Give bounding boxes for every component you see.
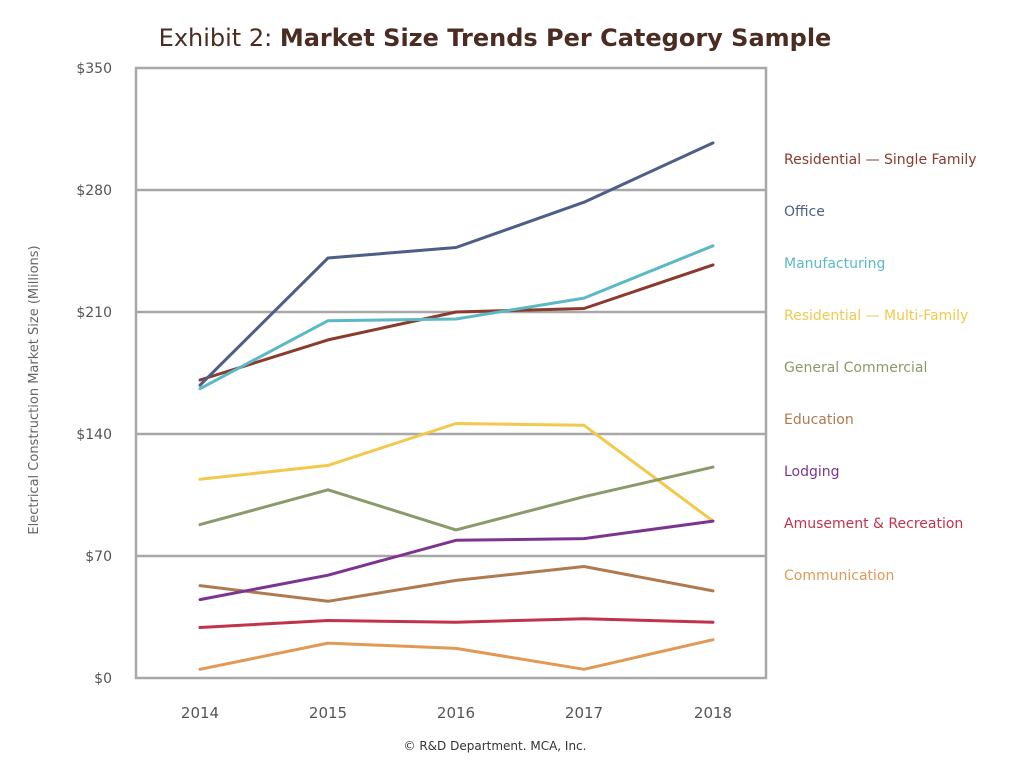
chart-title-prefix: Exhibit 2:	[159, 24, 280, 52]
legend-entry: Residential — Single Family	[784, 152, 977, 168]
y-axis-label: Electrical Construction Market Size (Mil…	[27, 245, 42, 534]
chart-title-main: Market Size Trends Per Category Sample	[280, 24, 832, 52]
y-tick-label: $0	[94, 671, 112, 687]
chart-title: Exhibit 2: Market Size Trends Per Catego…	[159, 24, 832, 52]
series-line	[198, 263, 715, 382]
y-tick-label: $140	[76, 427, 112, 443]
x-tick-label: 2016	[437, 704, 475, 722]
series-line	[198, 617, 715, 629]
x-tick-label: 2017	[565, 704, 603, 722]
series-line	[198, 465, 715, 532]
series-line	[198, 141, 715, 387]
legend-entry: Education	[784, 412, 854, 428]
legend-entry: Lodging	[784, 464, 840, 480]
plot-area: $0 $70 $140 $210 $280 $350 2014 2015 2016 2017 201…	[76, 61, 976, 722]
y-tick-label: $350	[76, 61, 112, 77]
x-tick-label: 2015	[309, 704, 347, 722]
legend-entry: Communication	[784, 568, 894, 584]
legend-entry: Amusement & Recreation	[784, 516, 963, 532]
footer-copyright: © R&D Department. MCA, Inc.	[404, 739, 587, 753]
series-line	[198, 519, 715, 602]
x-tick-label: 2014	[181, 704, 219, 722]
y-tick-label: $280	[76, 183, 112, 199]
plot-frame	[134, 66, 768, 680]
y-tick-label: $210	[76, 305, 112, 321]
x-tick-label: 2018	[694, 704, 732, 722]
legend-entry: Office	[784, 204, 825, 220]
series-line	[198, 244, 715, 391]
y-tick-label: $70	[85, 549, 112, 565]
legend-entry: General Commercial	[784, 360, 927, 376]
series-line	[198, 565, 715, 603]
series-line	[198, 422, 715, 523]
legend-entry: Residential — Multi-Family	[784, 308, 968, 324]
series-line	[198, 638, 715, 671]
legend-entry: Manufacturing	[784, 256, 885, 272]
